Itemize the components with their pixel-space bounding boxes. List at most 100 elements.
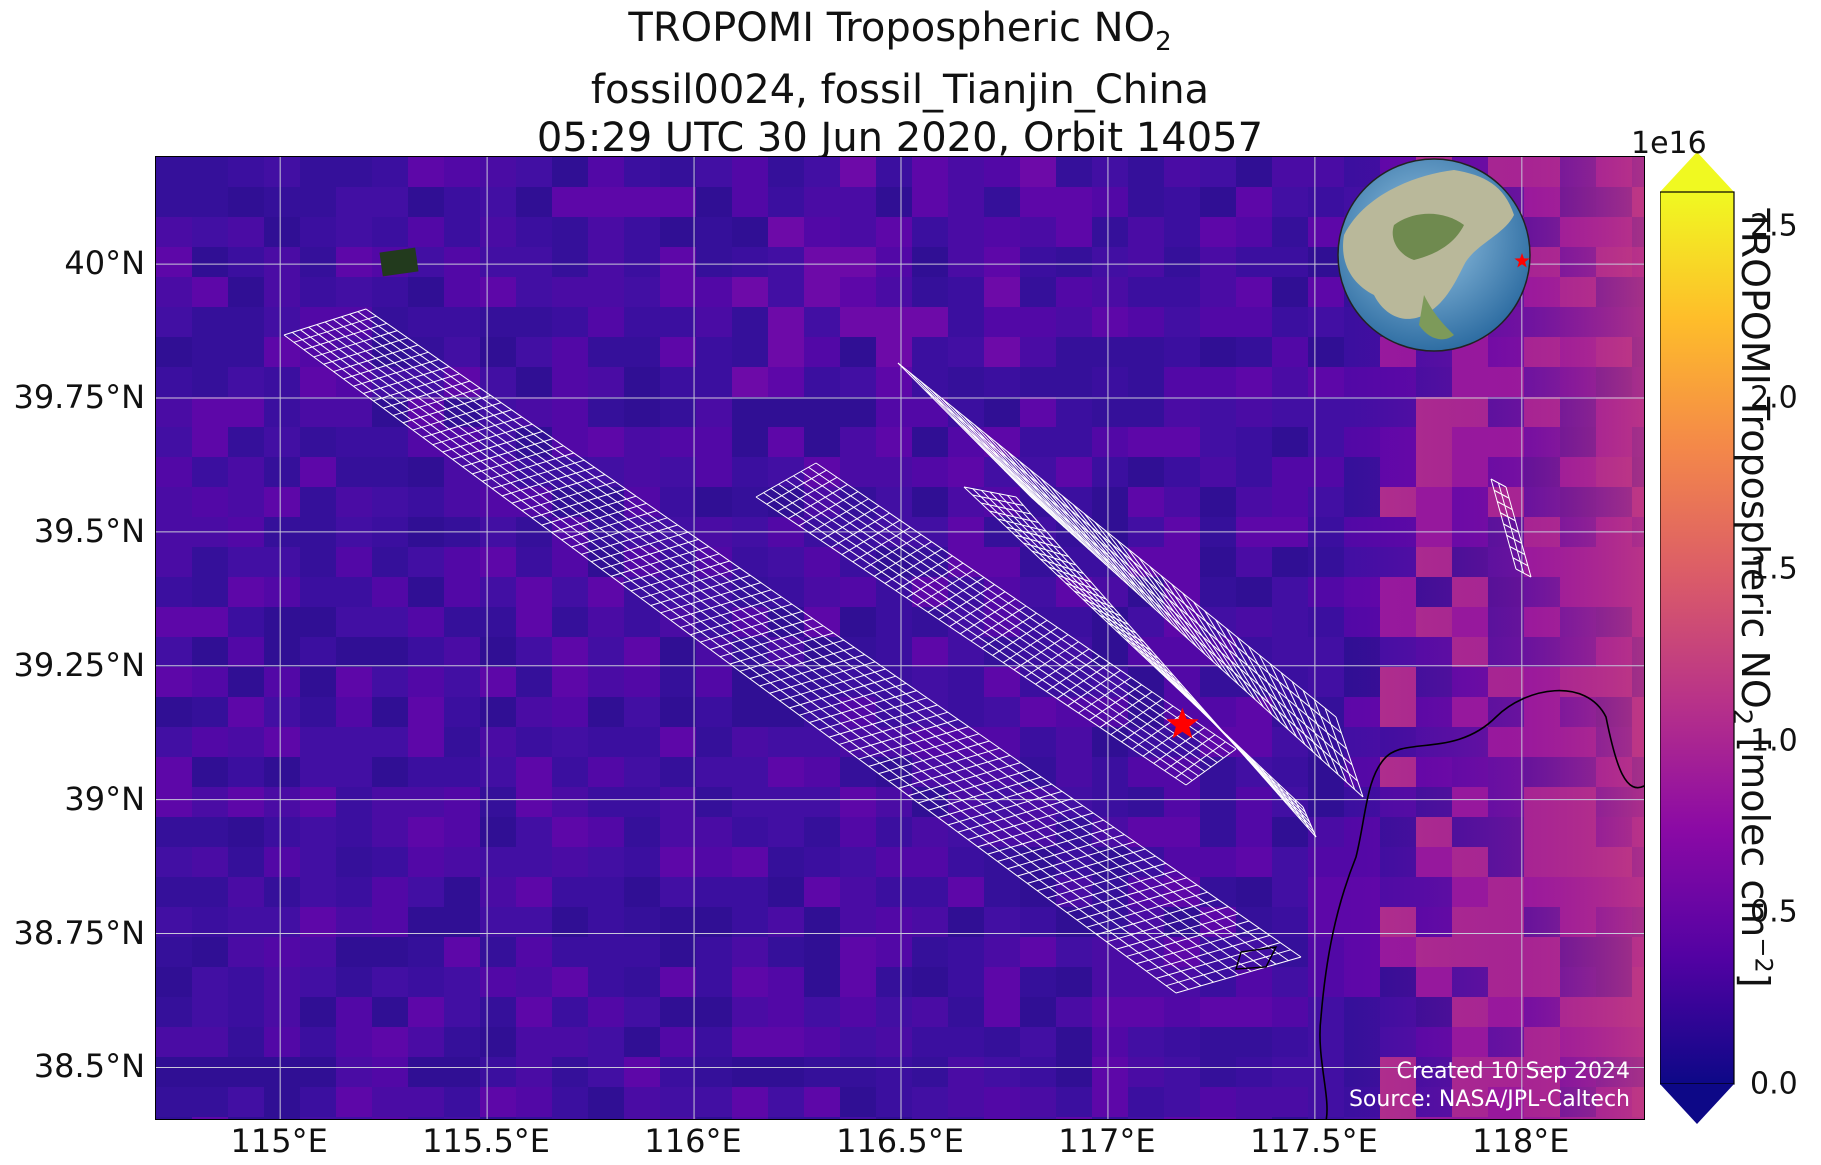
- footprint-line: [1136, 927, 1260, 965]
- no2-pixel: [624, 907, 660, 937]
- no2-pixel: [228, 487, 264, 517]
- no2-pixel: [912, 217, 948, 247]
- no2-pixel: [660, 247, 696, 277]
- lat-tick-label: 39°N: [64, 779, 145, 818]
- no2-pixel: [768, 937, 804, 967]
- no2-pixel: [912, 307, 948, 337]
- footprint-line: [1174, 741, 1226, 779]
- no2-pixel: [444, 547, 480, 577]
- no2-pixel: [336, 337, 372, 367]
- no2-pixel: [840, 607, 876, 637]
- no2-pixel: [552, 937, 588, 967]
- no2-pixel: [444, 757, 480, 787]
- footprint-line: [941, 398, 1065, 528]
- no2-pixel: [1164, 487, 1200, 517]
- no2-pixel: [552, 757, 588, 787]
- map-panel[interactable]: Created 10 Sep 2024 Source: NASA/JPL-Cal…: [155, 156, 1645, 1120]
- lon-tick-label: 117°E: [1058, 1122, 1156, 1160]
- no2-pixel: [1200, 277, 1236, 307]
- no2-pixel: [444, 997, 480, 1027]
- no2-pixel: [444, 937, 480, 967]
- no2-pixel: [768, 427, 804, 457]
- no2-pixel: [804, 787, 840, 817]
- footprint-line: [1107, 622, 1144, 642]
- no2-pixel: [372, 787, 408, 817]
- no2-pixel: [732, 217, 768, 247]
- footprint-line: [491, 459, 585, 490]
- no2-pixel: [480, 847, 516, 877]
- no2-pixel: [840, 157, 876, 187]
- no2-pixel: [372, 1027, 408, 1057]
- footprint-line: [1185, 748, 1237, 786]
- no2-pixel: [1128, 367, 1164, 397]
- footprint-line: [987, 819, 1104, 855]
- no2-pixel: [768, 1057, 804, 1087]
- no2-pixel: [156, 637, 192, 667]
- no2-pixel: [156, 247, 192, 277]
- no2-pixel: [1308, 427, 1344, 457]
- no2-pixel: [552, 247, 588, 277]
- no2-pixel: [588, 187, 624, 217]
- no2-pixel: [732, 877, 768, 907]
- footprint-line: [1116, 539, 1198, 648]
- no2-pixel: [1128, 277, 1164, 307]
- no2-pixel: [732, 697, 768, 727]
- no2-pixel: [372, 277, 408, 307]
- no2-pixel: [1164, 637, 1200, 667]
- no2-pixel: [768, 277, 804, 307]
- footprint-line: [1193, 601, 1256, 700]
- no2-pixel: [876, 997, 912, 1027]
- footprint-line: [1138, 557, 1215, 663]
- no2-pixel: [732, 1057, 768, 1087]
- no2-pixel: [1092, 577, 1128, 607]
- no2-pixel: [912, 1117, 948, 1119]
- no2-pixel: [1164, 1087, 1200, 1117]
- no2-pixel: [660, 1087, 696, 1117]
- no2-pixel: [1308, 187, 1344, 217]
- no2-pixel: [948, 1057, 984, 1087]
- no2-pixel: [876, 877, 912, 907]
- no2-pixel: [480, 667, 516, 697]
- no2-pixel: [1020, 427, 1056, 457]
- no2-pixel: [336, 577, 372, 607]
- no2-pixel: [588, 1057, 624, 1087]
- no2-pixel: [768, 967, 804, 997]
- footprint-line: [1018, 460, 1123, 580]
- no2-pixel: [300, 1087, 336, 1117]
- no2-pixel: [588, 1117, 624, 1119]
- no2-pixel: [804, 157, 840, 187]
- no2-pixel: [876, 187, 912, 217]
- no2-pixel: [840, 187, 876, 217]
- footprint-line: [959, 598, 1016, 635]
- no2-pixel: [156, 187, 192, 217]
- no2-pixel: [192, 1027, 228, 1057]
- no2-pixel: [1020, 937, 1056, 967]
- no2-pixel: [480, 307, 516, 337]
- no2-pixel: [1272, 547, 1308, 577]
- no2-pixel: [696, 997, 732, 1027]
- no2-pixel: [768, 187, 804, 217]
- no2-pixel: [228, 577, 264, 607]
- footprint-line: [521, 481, 616, 511]
- footprint-line: [820, 505, 880, 541]
- no2-pixel: [264, 367, 300, 397]
- no2-pixel: [372, 487, 408, 517]
- footprint-line: [916, 569, 974, 606]
- no2-pixel: [228, 217, 264, 247]
- footprint-line: [551, 502, 647, 533]
- footprint-line: [873, 541, 932, 577]
- no2-pixel: [1236, 367, 1272, 397]
- no2-pixel: [1020, 277, 1056, 307]
- no2-pixel: [912, 667, 948, 697]
- no2-pixel: [948, 967, 984, 997]
- footprint-line: [970, 605, 1027, 642]
- no2-pixel: [264, 187, 300, 217]
- footprint-line: [1029, 468, 1131, 588]
- figure-title: TROPOMI Tropospheric NO2 fossil0024, fos…: [155, 4, 1645, 162]
- no2-pixel: [156, 577, 192, 607]
- no2-pixel: [516, 607, 552, 637]
- no2-pixel: [516, 337, 552, 367]
- no2-pixel: [372, 427, 408, 457]
- footprint-line: [353, 358, 439, 387]
- no2-pixel: [1092, 247, 1128, 277]
